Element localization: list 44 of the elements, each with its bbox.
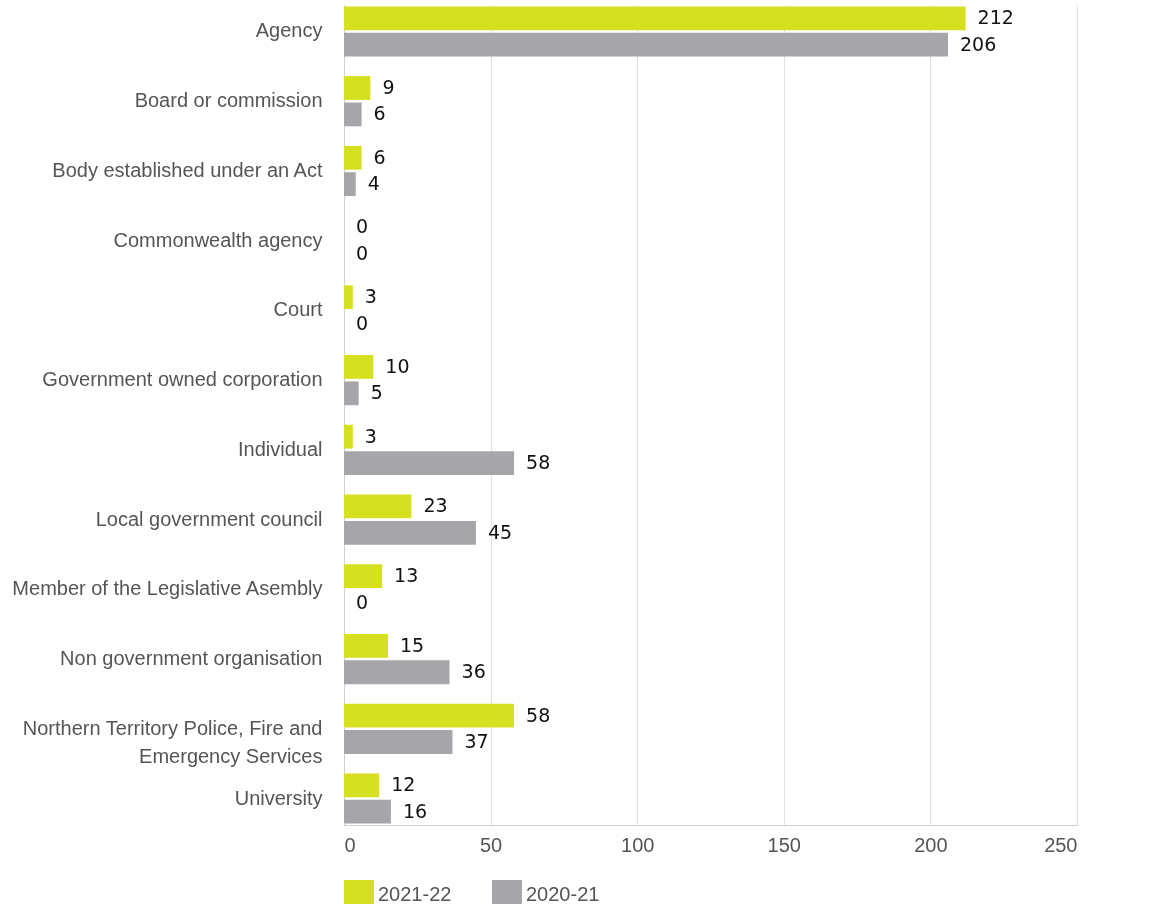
y-tick-label: Agency <box>255 19 323 42</box>
data-label: 16 <box>402 799 428 822</box>
x-tick-label: 100 <box>621 833 655 856</box>
legend-label: 2021-22 <box>378 883 452 904</box>
data-label: 0 <box>356 590 369 613</box>
data-label: 58 <box>526 703 551 726</box>
data-label: 36 <box>461 660 486 683</box>
data-label: 3 <box>364 424 377 447</box>
y-tick-label: Individual <box>237 437 323 460</box>
legend-label: 2020-21 <box>526 883 600 904</box>
data-label: 6 <box>373 102 386 125</box>
data-label: 206 <box>959 32 997 55</box>
y-tick-label: Body established under an Act <box>52 158 323 181</box>
data-label: 10 <box>385 354 410 377</box>
data-label: 13 <box>394 564 419 587</box>
y-tick-label: Local government council <box>95 507 323 530</box>
data-label: 3 <box>364 285 377 308</box>
y-tick-label: Non government organisation <box>60 647 323 670</box>
data-label: 0 <box>356 241 369 264</box>
y-tick-label: Court <box>273 298 323 321</box>
x-tick-label: 0 <box>344 833 356 856</box>
x-tick-label: 50 <box>479 833 503 856</box>
y-tick-label: University <box>234 786 323 809</box>
data-label: 0 <box>356 311 369 334</box>
x-tick-label: 200 <box>914 833 948 856</box>
y-tick-label: Northern Territory Police, Fire and Emergency Services <box>22 716 323 767</box>
data-label: 45 <box>487 520 513 543</box>
data-label: 23 <box>423 494 448 517</box>
y-tick-label: Government owned corporation <box>42 368 323 391</box>
y-tick-label: Commonwealth agency <box>113 228 323 251</box>
data-label: 15 <box>399 633 425 656</box>
data-label: 4 <box>367 172 380 195</box>
y-tick-label: Board or commission <box>134 89 323 112</box>
x-tick-label: 150 <box>767 833 801 856</box>
data-label: 9 <box>382 76 395 99</box>
data-label: 0 <box>356 215 369 238</box>
y-tick-label: Member of the Legislative Asembly <box>12 577 323 600</box>
data-label: 5 <box>370 381 383 404</box>
data-label: 58 <box>526 451 551 474</box>
x-tick-label: 250 <box>1044 833 1078 856</box>
data-label: 212 <box>977 6 1014 29</box>
data-label: 6 <box>373 145 386 168</box>
data-label: 12 <box>391 773 416 796</box>
data-label: 37 <box>464 729 489 752</box>
